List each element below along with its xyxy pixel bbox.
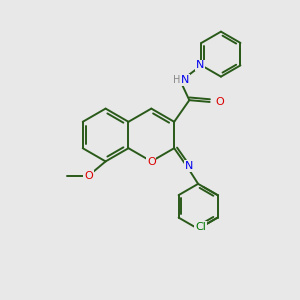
Text: N: N xyxy=(196,60,204,70)
Text: O: O xyxy=(147,157,156,167)
Text: O: O xyxy=(215,97,224,107)
Text: N: N xyxy=(185,161,193,171)
Text: O: O xyxy=(84,171,93,181)
Text: N: N xyxy=(181,75,189,85)
Text: H: H xyxy=(173,75,180,85)
Text: Cl: Cl xyxy=(195,222,206,232)
